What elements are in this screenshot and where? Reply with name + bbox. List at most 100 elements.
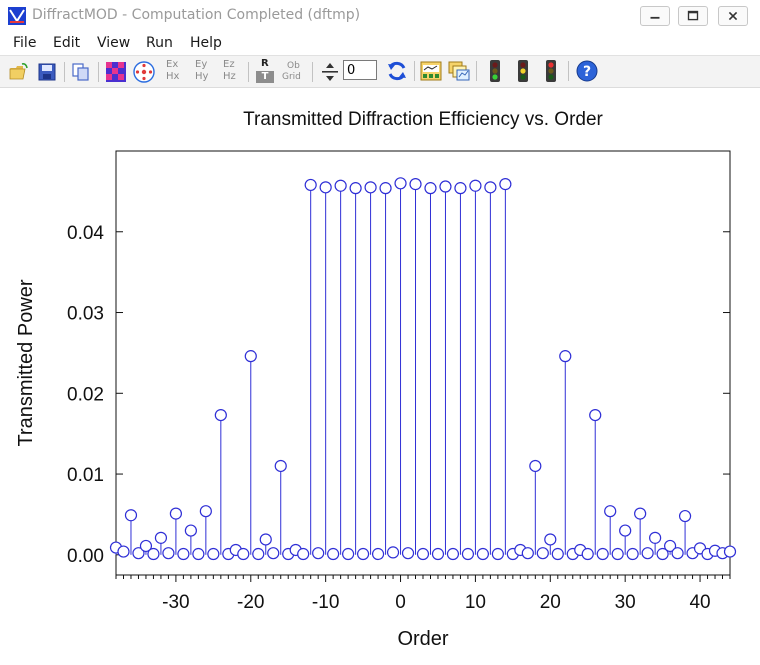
menu-file[interactable]: File — [13, 35, 37, 51]
data-table-icon — [420, 61, 442, 81]
run-green-button[interactable] — [483, 59, 507, 83]
stem-marker — [259, 533, 272, 546]
maximize-button[interactable] — [678, 6, 708, 26]
menu-help[interactable]: Help — [190, 35, 222, 51]
stem-marker — [439, 180, 452, 193]
app-icon — [8, 7, 26, 25]
stem-marker — [424, 182, 437, 195]
stem-marker — [394, 177, 407, 190]
menu-view[interactable]: View — [97, 35, 131, 51]
maximize-icon — [687, 10, 699, 21]
toolbar-separator — [312, 62, 313, 82]
stem-marker — [431, 547, 445, 561]
menu-edit[interactable]: Edit — [53, 35, 81, 51]
minimize-icon — [650, 16, 660, 19]
stem-marker — [416, 547, 430, 561]
stem-marker — [626, 547, 639, 561]
stem-marker — [619, 524, 632, 537]
stem-marker — [177, 547, 190, 561]
x-tick-label: 20 — [540, 592, 561, 613]
order-spinner[interactable] — [318, 60, 342, 84]
stem-marker — [169, 507, 183, 520]
y-tick-label: 0.01 — [67, 465, 104, 486]
traffic-light-icon — [546, 60, 556, 82]
toolbar-separator — [414, 61, 415, 81]
close-icon — [728, 11, 738, 21]
field-ex-label[interactable]: Ex — [166, 59, 179, 70]
x-tick-label: -20 — [237, 592, 264, 613]
stem-marker — [529, 459, 542, 473]
toolbar-right: ? — [0, 55, 760, 88]
toolbar-separator — [64, 62, 65, 82]
help-button[interactable]: ? — [575, 59, 599, 83]
stem-marker — [469, 179, 482, 192]
open-button[interactable] — [7, 60, 31, 84]
stem-marker — [551, 547, 564, 561]
x-tick-label: 30 — [615, 592, 636, 613]
transmission-toggle[interactable]: T — [256, 71, 274, 83]
stem-marker — [544, 533, 557, 546]
obj-toggle[interactable]: Ob — [287, 61, 300, 71]
target-button[interactable] — [132, 60, 156, 84]
y-axis-label: Transmitted Power — [15, 279, 37, 446]
stop-red-button[interactable] — [539, 59, 563, 83]
stem-marker — [139, 539, 153, 553]
stem-marker — [237, 547, 250, 561]
stem-marker — [604, 505, 617, 518]
stem-marker — [409, 178, 422, 191]
toolbar-separator — [476, 61, 477, 81]
stem-marker — [349, 182, 362, 195]
stem-marker — [491, 547, 504, 561]
plot-area: Transmitted Diffraction Efficiency vs. O… — [0, 88, 760, 665]
data-table-button[interactable] — [419, 59, 443, 83]
run-yellow-button[interactable] — [511, 59, 535, 83]
field-hy-label[interactable]: Hy — [195, 71, 209, 82]
field-hz-label[interactable]: Hz — [223, 71, 236, 82]
pattern-button[interactable] — [104, 60, 128, 84]
stem-marker — [446, 547, 460, 561]
menu-run[interactable]: Run — [146, 35, 173, 51]
field-hx-label[interactable]: Hx — [166, 71, 180, 82]
stem-marker — [199, 505, 212, 518]
stem-marker — [559, 350, 572, 363]
y-tick-label: 0.04 — [67, 223, 104, 244]
stem-marker — [476, 547, 490, 561]
stem-marker — [484, 181, 497, 194]
svg-text:?: ? — [583, 64, 591, 80]
stem-marker — [214, 408, 227, 422]
x-tick-label: -30 — [162, 592, 189, 613]
stem-marker — [364, 181, 377, 194]
x-tick-label: 40 — [689, 592, 710, 613]
stem-marker — [297, 547, 310, 561]
save-icon — [38, 63, 56, 81]
stem-marker — [521, 547, 534, 560]
refresh-button[interactable] — [385, 59, 409, 83]
close-button[interactable] — [718, 6, 748, 26]
open-folder-icon — [9, 63, 28, 80]
minimize-button[interactable] — [640, 6, 670, 26]
stem-marker — [589, 408, 602, 422]
x-axis-label: Order — [397, 628, 448, 650]
y-tick-label: 0.03 — [67, 304, 104, 325]
order-input[interactable] — [343, 60, 377, 80]
reflection-toggle[interactable]: R — [261, 58, 269, 69]
stem-marker — [184, 524, 197, 537]
grid-toggle[interactable]: Grid — [282, 72, 301, 82]
y-axis: 0.00 0.01 0.02 0.03 0.04 — [67, 223, 730, 567]
plot-windows-button[interactable] — [447, 59, 471, 83]
stem-marker — [356, 547, 370, 561]
traffic-light-icon — [490, 60, 500, 82]
field-ez-label[interactable]: Ez — [223, 59, 235, 70]
stem-series — [109, 177, 737, 561]
stem-marker — [499, 178, 512, 191]
pattern-grid-icon — [106, 62, 126, 82]
target-icon — [133, 61, 155, 83]
chart-title: Transmitted Diffraction Efficiency vs. O… — [243, 109, 603, 130]
save-button[interactable] — [35, 60, 59, 84]
window-title: DiffractMOD - Computation Completed (dft… — [32, 7, 361, 23]
field-ey-label[interactable]: Ey — [195, 59, 208, 70]
stem-marker — [319, 181, 332, 194]
stem-marker — [641, 547, 654, 560]
stem-marker — [634, 507, 647, 520]
copy-button[interactable] — [69, 60, 93, 84]
